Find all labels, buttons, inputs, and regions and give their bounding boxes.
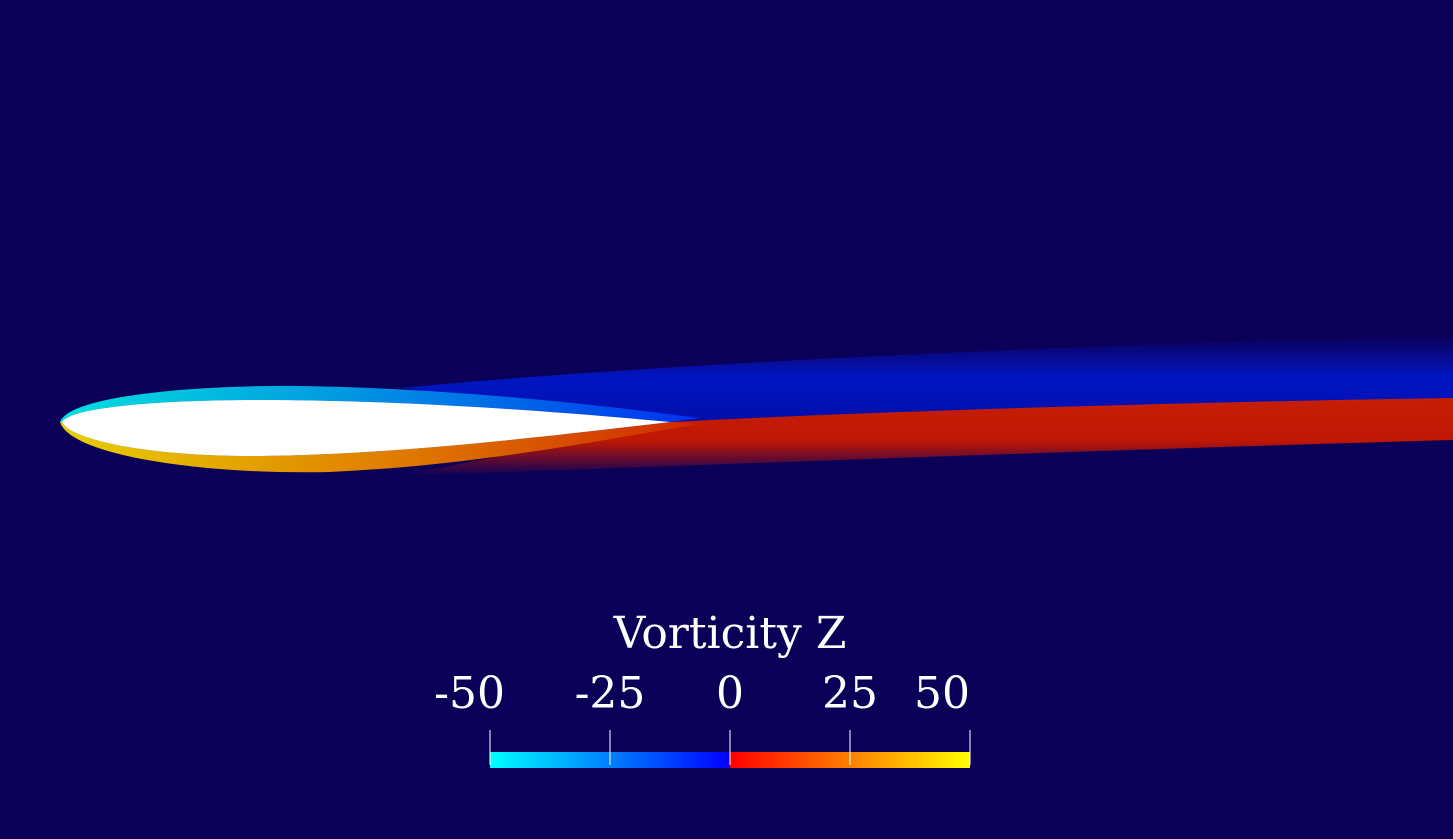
colorbar-tick-label: 0 — [716, 668, 744, 719]
colorbar: -50 -25 0 25 50 — [434, 668, 971, 768]
colorbar-tick-label: -25 — [575, 668, 646, 719]
colorbar-tick-label: -50 — [434, 668, 505, 719]
lower-wake — [400, 398, 1453, 476]
upper-boundary-layer — [60, 385, 700, 422]
lower-boundary-layer — [60, 422, 700, 473]
airfoil — [62, 400, 670, 457]
colorbar-title: Vorticity Z — [613, 608, 847, 659]
upper-wake — [400, 335, 1453, 422]
colorbar-tick-label: 25 — [822, 668, 878, 719]
colorbar-tick-label: 50 — [914, 668, 970, 719]
